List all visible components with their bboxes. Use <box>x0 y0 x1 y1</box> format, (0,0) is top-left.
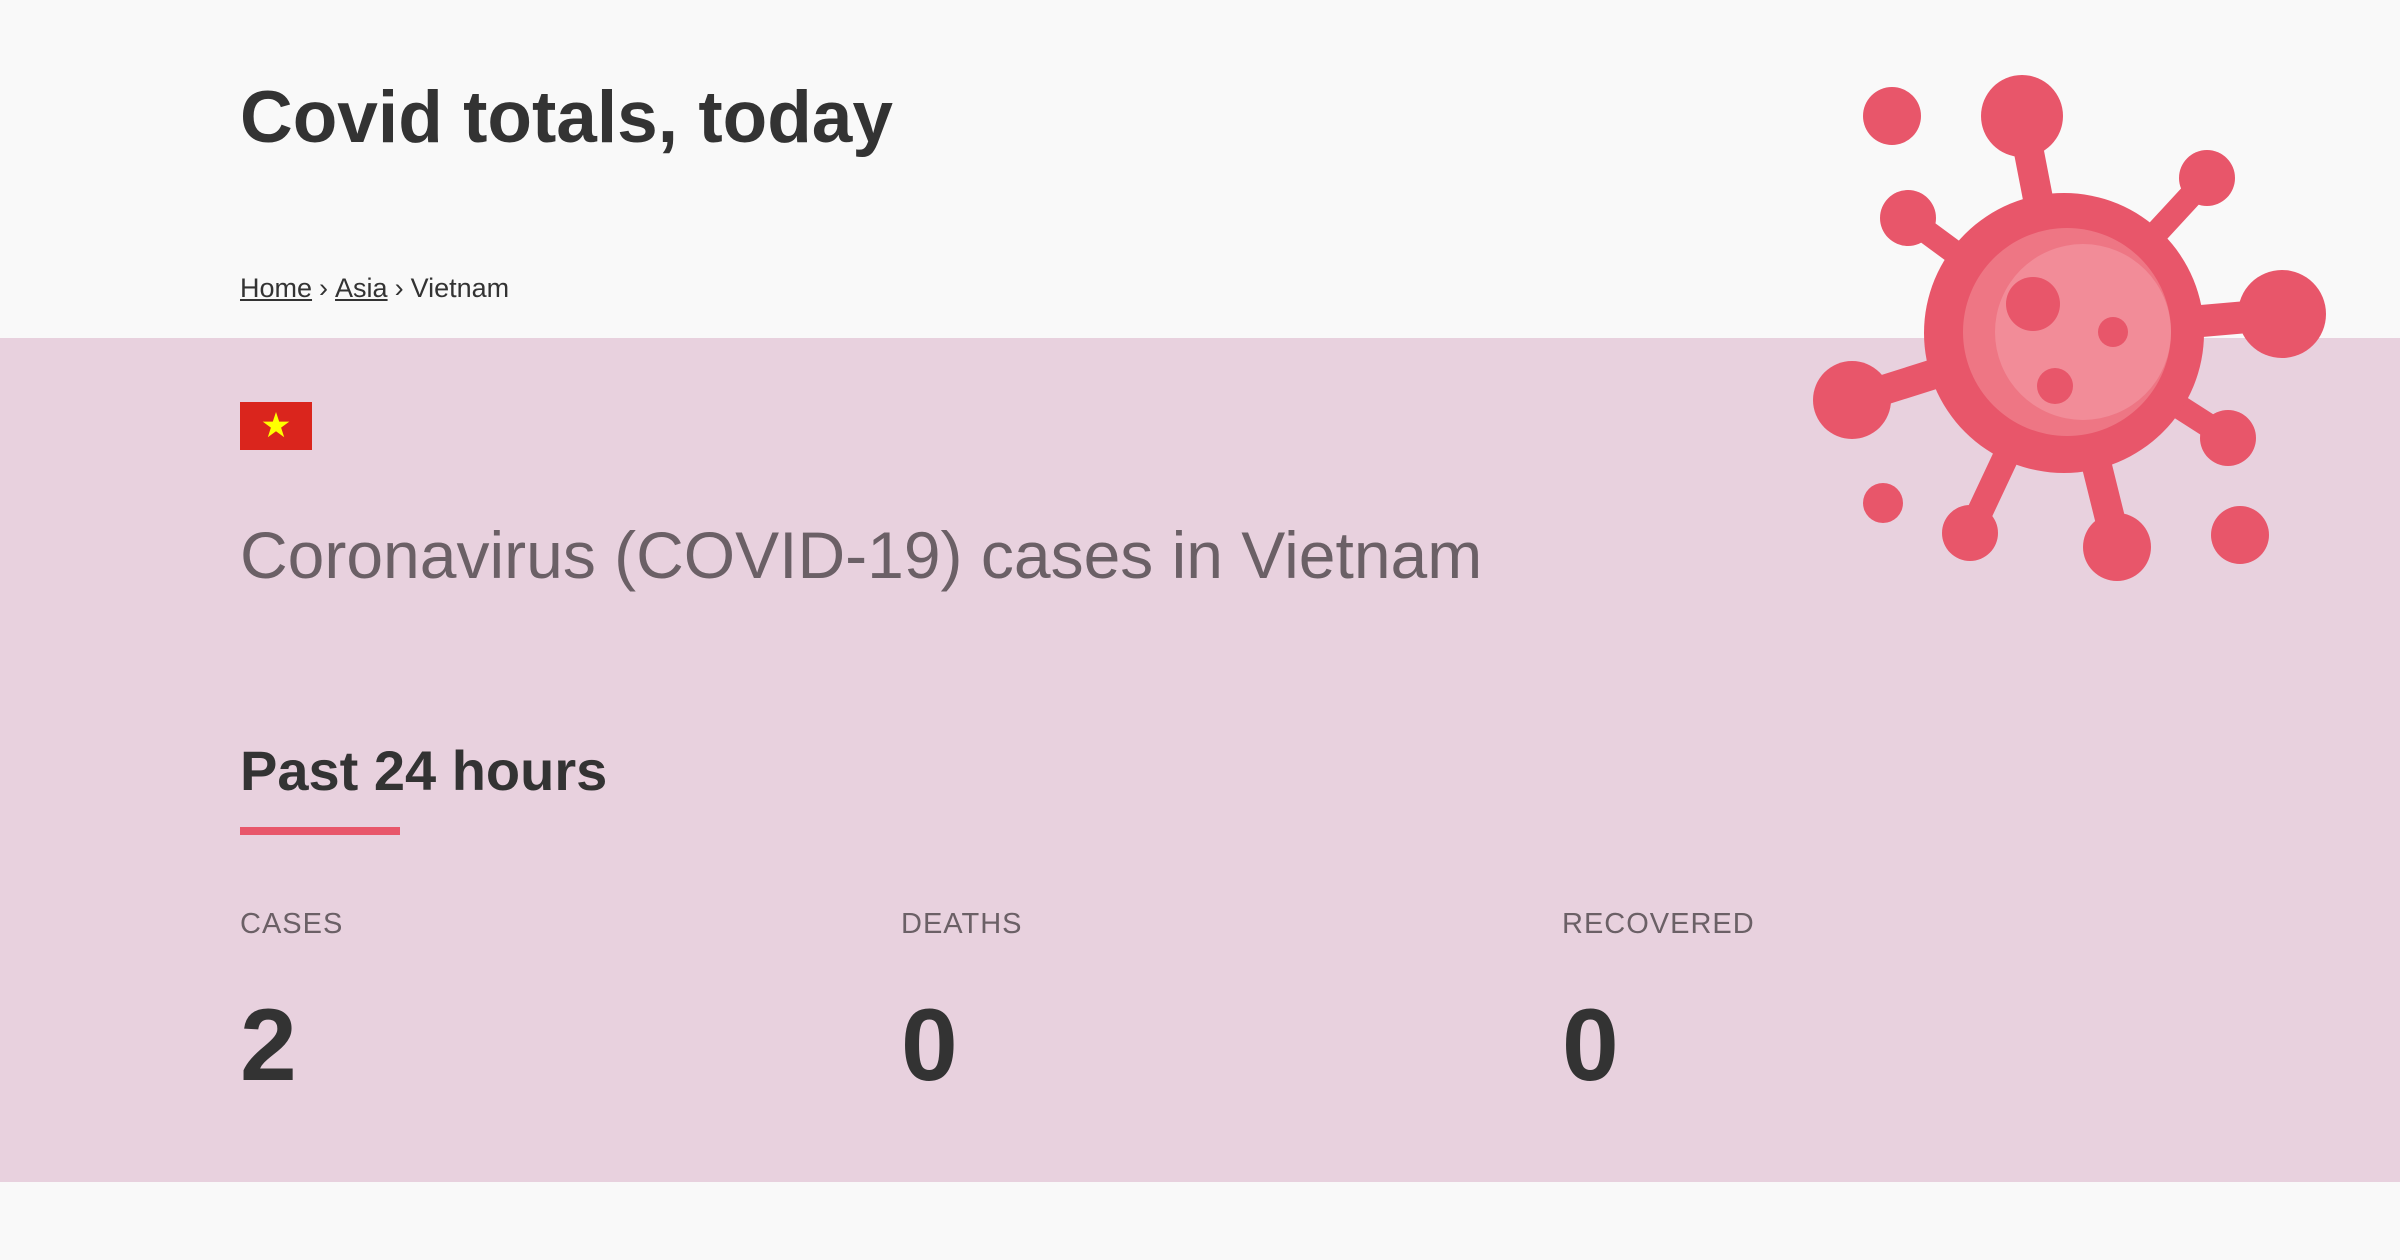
stat-recovered-value: 0 <box>1562 988 1619 1102</box>
breadcrumb-asia-link[interactable]: Asia <box>335 273 388 303</box>
stat-cases-label: CASES <box>240 908 344 940</box>
stat-recovered-label: RECOVERED <box>1562 908 1755 940</box>
stat-cases-value: 2 <box>240 988 297 1102</box>
stat-cases: CASES 2 <box>240 904 840 1100</box>
breadcrumb: Home › Asia › Vietnam <box>240 268 509 308</box>
site-title: Covid totals, today <box>240 77 894 158</box>
country-title: Coronavirus (COVID-19) cases in Vietnam <box>240 518 1483 592</box>
stat-deaths: DEATHS 0 <box>901 904 1501 1100</box>
stat-deaths-value: 0 <box>901 988 958 1102</box>
stat-recovered: RECOVERED 0 <box>1562 904 2162 1100</box>
vietnam-flag-icon <box>240 402 312 450</box>
section-underline <box>240 827 400 835</box>
virus-icon <box>1813 75 2326 581</box>
breadcrumb-home-link[interactable]: Home <box>240 273 313 303</box>
breadcrumb-current: Vietnam <box>410 273 510 303</box>
breadcrumb-separator: › <box>319 273 329 303</box>
page-header: Covid totals, today Home › Asia › Vietnam <box>0 0 2400 338</box>
breadcrumb-separator: › <box>394 273 404 303</box>
section-heading: Past 24 hours <box>240 739 608 802</box>
stat-deaths-label: DEATHS <box>901 908 1023 940</box>
